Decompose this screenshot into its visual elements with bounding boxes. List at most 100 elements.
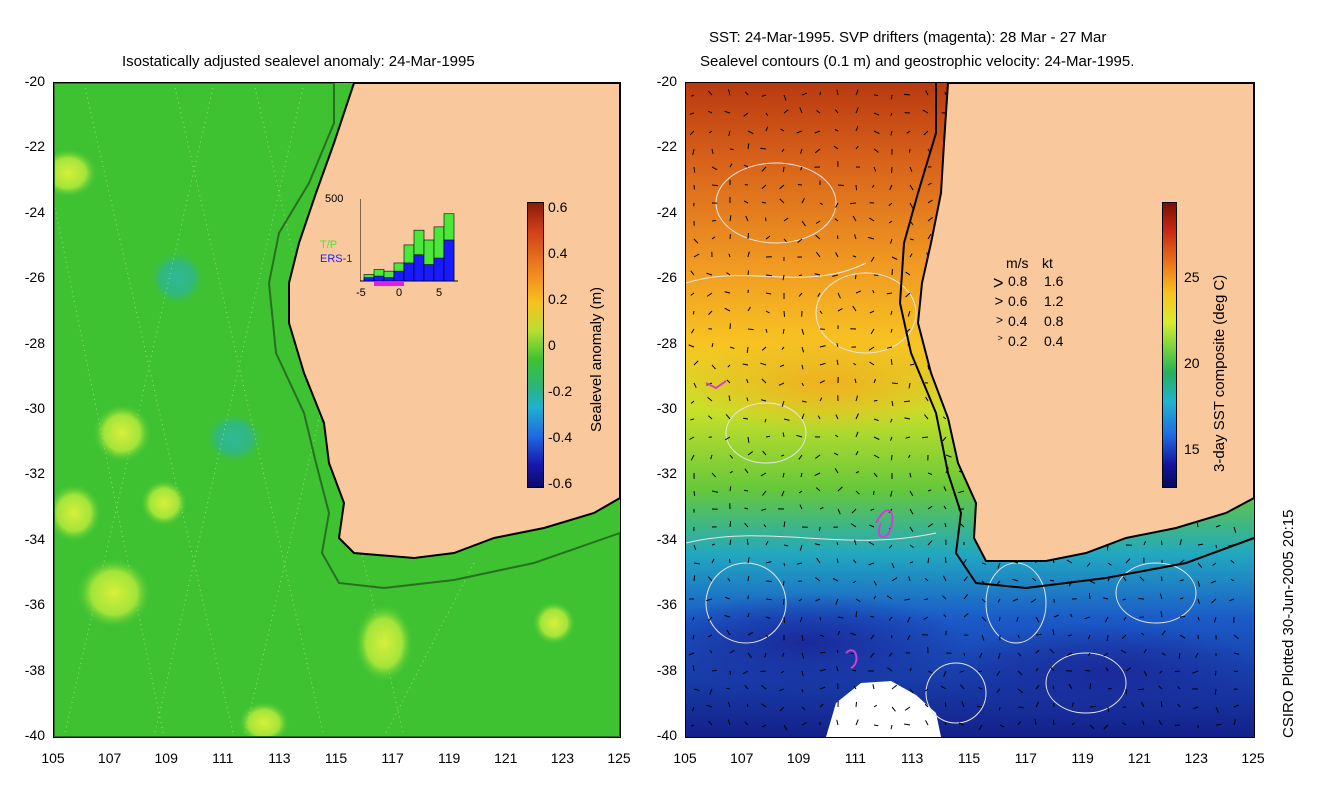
velocity-vector: [1212, 562, 1217, 566]
velocity-vector: [887, 667, 893, 672]
velocity-vector: [1016, 616, 1019, 622]
velocity-vector: [891, 684, 898, 690]
velocity-vector: [1050, 666, 1055, 672]
velocity-vector: [890, 328, 893, 333]
velocity-vector: [891, 706, 896, 712]
inset-x-tick: -5: [356, 287, 366, 299]
velocity-vector: [958, 722, 965, 726]
velocity-vector: [761, 508, 767, 511]
right-x-tick: 105: [673, 750, 697, 766]
right-panel-title-line2: Sealevel contours (0.1 m) and geostrophi…: [700, 53, 1135, 70]
inset-histogram: [360, 199, 458, 286]
velocity-vector: [904, 723, 911, 726]
left-x-tick: 123: [550, 750, 575, 766]
velocity-vector: [943, 505, 947, 510]
velocity-vector: [782, 274, 785, 281]
velocity-vector: [814, 148, 821, 154]
velocity-vector: [836, 666, 839, 672]
velocity-vector: [711, 669, 717, 672]
velocity-vector: [693, 166, 696, 173]
right-y-tick: -26: [656, 269, 677, 286]
right-cbar-tick: 20: [1184, 355, 1200, 371]
left-y-tick: -24: [24, 203, 45, 220]
velocity-vector: [927, 182, 932, 186]
velocity-vector: [927, 540, 933, 546]
velocity-vector: [853, 685, 857, 690]
right-y-tick: -38: [656, 661, 677, 678]
velocity-vector: [692, 616, 695, 621]
velocity-vector: [1125, 667, 1132, 672]
velocity-vector: [746, 378, 749, 384]
velocity-vector: [927, 233, 932, 240]
velocity-vector: [796, 434, 803, 438]
right-y-tick: -28: [656, 334, 677, 351]
left-y-tick: -32: [24, 465, 45, 482]
velocity-vector: [801, 670, 804, 677]
velocity-vector: [729, 539, 732, 546]
velocity-vector: [781, 346, 785, 350]
velocity-vector: [761, 94, 767, 97]
velocity-vector: [783, 598, 785, 605]
velocity-vector: [905, 292, 911, 298]
velocity-vector: [1070, 613, 1073, 618]
velocity-vector: [1089, 705, 1097, 708]
velocity-vector: [761, 166, 767, 172]
velocity-vector: [833, 452, 839, 456]
velocity-vector: [887, 595, 893, 600]
velocity-vector: [924, 688, 929, 692]
velocity-vector: [761, 346, 767, 351]
velocity-vector: [765, 217, 767, 222]
velocity-vector: [1012, 578, 1019, 582]
left-map-graphic: [54, 83, 620, 737]
velocity-vector: [834, 218, 839, 222]
velocity-vector: [837, 308, 843, 312]
velocity-vector: [909, 526, 914, 533]
velocity-vector: [1106, 544, 1109, 551]
anomaly-blob: [204, 412, 264, 464]
left-sealevel-map: 500 T/P ERS-1 -5 0 5: [53, 82, 621, 738]
velocity-vector: [1233, 704, 1239, 708]
velocity-vector: [1105, 667, 1109, 672]
left-x-tick: 105: [41, 750, 65, 766]
velocity-vector: [815, 577, 821, 582]
velocity-vector: [1122, 576, 1127, 582]
velocity-vector: [1122, 598, 1127, 601]
velocity-vector: [1035, 684, 1040, 690]
velocity-vector: [836, 89, 839, 96]
velocity-vector: [693, 490, 696, 496]
velocity-vector: [996, 688, 1001, 693]
velocity-legend-arrow-icon: >: [996, 313, 1004, 327]
velocity-vector: [815, 487, 821, 492]
velocity-vector: [978, 687, 983, 690]
velocity-vector: [925, 720, 929, 726]
velocity-vector: [908, 382, 911, 389]
velocity-vector: [998, 706, 1001, 711]
velocity-vector: [924, 577, 929, 582]
velocity-vector: [963, 613, 969, 618]
velocity-vector: [761, 724, 767, 728]
velocity-vector: [814, 472, 821, 477]
velocity-vector: [904, 598, 911, 601]
velocity-vector: [797, 184, 803, 186]
velocity-vector: [708, 415, 713, 420]
velocity-vector: [837, 486, 843, 492]
left-cbar-tick: -0.4: [548, 429, 573, 445]
velocity-vector: [909, 490, 914, 497]
velocity-vector: [1233, 634, 1239, 640]
right-cbar-tick: 15: [1184, 441, 1200, 457]
velocity-vector: [743, 417, 749, 420]
velocity-vector: [834, 468, 839, 474]
velocity-vector: [1215, 544, 1217, 549]
anomaly-blob: [92, 403, 152, 463]
velocity-vector: [834, 109, 839, 114]
velocity-vector: [1215, 706, 1219, 713]
left-x-tick: 111: [212, 750, 234, 766]
velocity-vector: [707, 616, 713, 622]
velocity-vector: [760, 670, 767, 673]
velocity-vector: [1050, 579, 1055, 582]
velocity-vector: [693, 544, 697, 551]
velocity-vector: [925, 396, 929, 402]
velocity-legend-kt: 0.4: [1044, 333, 1064, 349]
velocity-vector: [801, 220, 806, 227]
velocity-vector: [814, 543, 821, 546]
